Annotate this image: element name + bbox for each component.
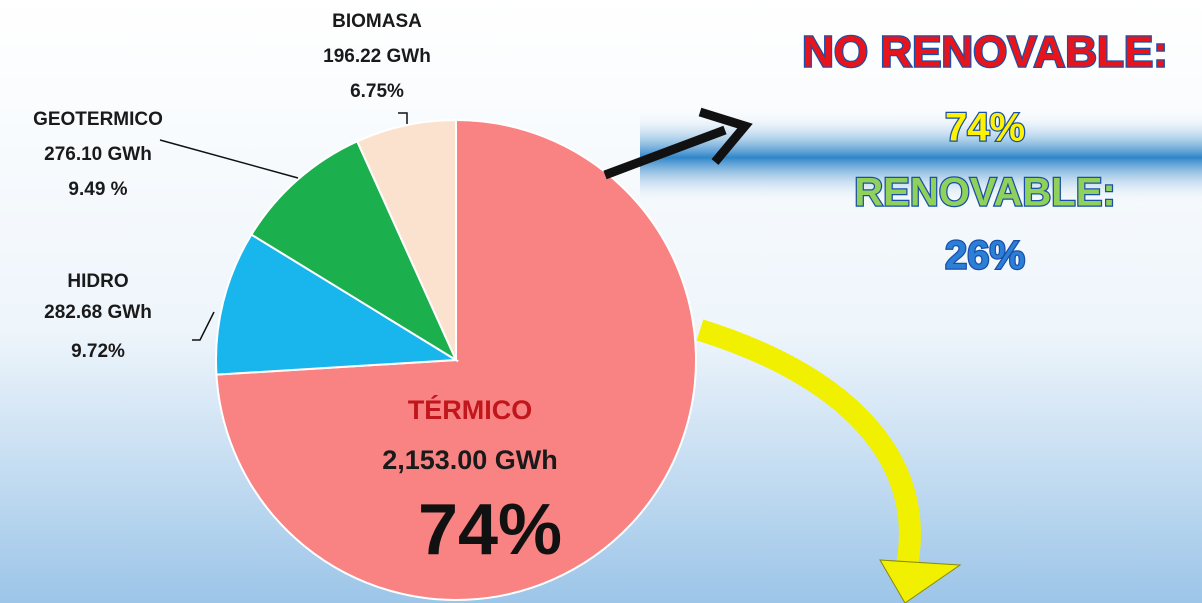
slice-name: TÉRMICO (408, 394, 533, 425)
slice-name: HIDRO (67, 271, 128, 292)
annotation: 26% (945, 234, 1025, 278)
slice-percent: 74% (418, 490, 562, 570)
slice-percent: 9.72% (71, 341, 125, 362)
chart: TÉRMICO 2,153.00 GWh 74% HIDRO 282.68 GWh 9.7… (0, 0, 1202, 603)
slice-energy: 196.22 GWh (323, 46, 431, 67)
slice-name: GEOTERMICO (33, 109, 163, 130)
annotation: RENOVABLE: (854, 171, 1115, 215)
slice-energy: 276.10 GWh (44, 144, 152, 165)
slice-energy: 282.68 GWh (44, 302, 152, 323)
slice-energy: 2,153.00 GWh (382, 445, 558, 475)
slice-name: BIOMASA (332, 11, 422, 32)
slice-percent: 9.49 % (68, 179, 127, 200)
slice-percent: 6.75% (350, 81, 404, 102)
annotation: 74% (945, 106, 1025, 150)
annotation: NO RENOVABLE: (802, 28, 1168, 77)
